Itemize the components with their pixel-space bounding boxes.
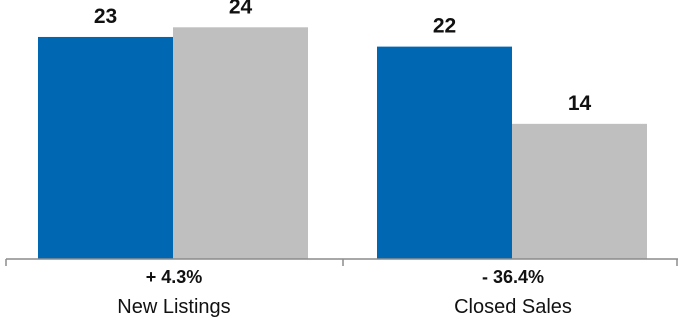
bar-new-listings-series-1 xyxy=(38,36,173,259)
change-label-closed-sales: - 36.4% xyxy=(482,267,544,287)
bar-new-listings-series-2 xyxy=(173,27,308,259)
value-labels-layer: 23 24 22 14 xyxy=(94,0,592,115)
bar-closed-sales-series-2 xyxy=(512,123,647,259)
change-label-new-listings: + 4.3% xyxy=(146,267,203,287)
bars-layer xyxy=(38,27,647,259)
category-label-new-listings: New Listings xyxy=(117,296,230,318)
bar-closed-sales-series-1 xyxy=(377,46,512,259)
value-label-new-listings-series-1: 23 xyxy=(94,5,117,28)
category-label-closed-sales: Closed Sales xyxy=(454,296,572,318)
value-label-closed-sales-series-1: 22 xyxy=(433,15,456,38)
value-label-new-listings-series-2: 24 xyxy=(229,0,253,18)
value-label-closed-sales-series-2: 14 xyxy=(568,92,592,115)
